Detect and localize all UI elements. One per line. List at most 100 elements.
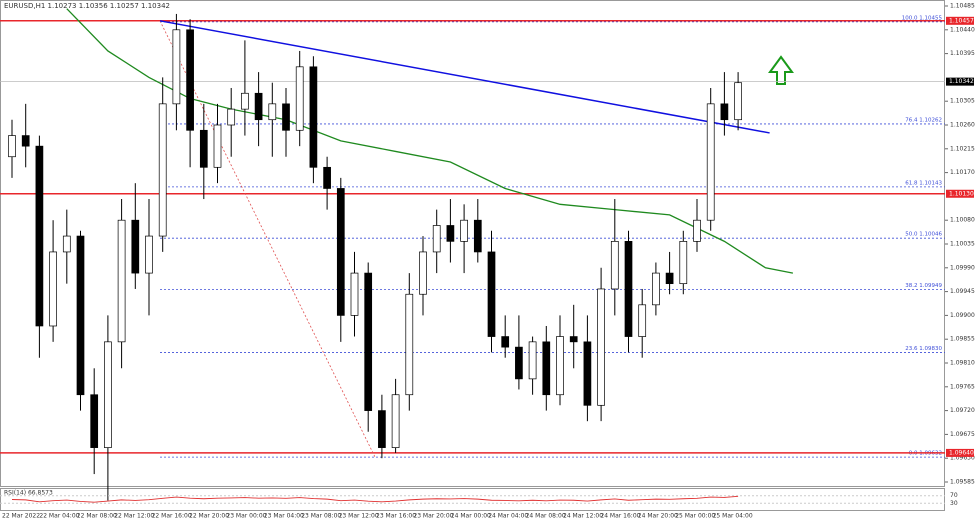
candle-body — [199, 129, 208, 168]
candle-body — [693, 219, 701, 242]
candle-body — [49, 251, 57, 327]
x-tick-label: 24 Mar 12:00 — [563, 513, 603, 520]
candle-body — [528, 341, 537, 380]
candle-body — [665, 272, 674, 285]
y-tick-label: 1.10260 — [950, 122, 975, 129]
candle-body — [282, 103, 290, 131]
candle-body — [706, 103, 715, 221]
fib-diagonal — [159, 20, 376, 458]
x-tick-label: 24 Mar 08:00 — [526, 513, 566, 520]
candle-body — [227, 108, 236, 126]
price-mark-label: 1.09640 — [949, 449, 974, 456]
y-tick-label: 1.10080 — [950, 217, 975, 224]
fib-label: 23.6 1.09830 — [905, 346, 942, 352]
candle-body — [487, 251, 496, 337]
candle-body — [350, 272, 359, 316]
candle-body — [104, 341, 112, 448]
candle-body — [638, 304, 647, 337]
y-tick-label: 1.10035 — [950, 241, 975, 248]
rsi-panel — [0, 488, 945, 511]
up-arrow — [768, 55, 794, 85]
candle-body — [268, 103, 277, 121]
y-tick-label: 1.10215 — [950, 145, 975, 152]
candle-body — [21, 135, 30, 147]
price-box — [946, 189, 974, 198]
y-tick-label: 1.09810 — [950, 360, 975, 367]
x-tick-label: 22 Mar 2022 — [2, 513, 40, 520]
price-mark-label: 1.10342 — [949, 78, 974, 85]
candle-body — [309, 66, 318, 168]
candle-body — [336, 188, 345, 316]
candle-body — [583, 341, 592, 406]
candle-body — [432, 225, 441, 253]
y-tick-label: 1.10485 — [950, 3, 975, 10]
candle-body — [473, 219, 482, 253]
x-tick-label: 23 Mar 16:00 — [376, 513, 416, 520]
price-box — [946, 448, 974, 457]
fib-label: 100.0 1.10455 — [902, 15, 943, 21]
price-mark-label: 1.10130 — [949, 190, 974, 197]
x-tick-label: 23 Mar 08:00 — [301, 513, 341, 520]
rsi-tick-label: 70 — [950, 492, 958, 499]
candle-body — [501, 336, 510, 348]
candle-body — [62, 235, 71, 253]
x-tick-label: 24 Mar 00:00 — [451, 513, 491, 520]
candle-body — [323, 166, 331, 189]
y-tick-label: 1.10440 — [950, 26, 975, 33]
candle-body — [172, 29, 181, 105]
x-tick-label: 22 Mar 20:00 — [189, 513, 229, 520]
y-tick-label: 1.09945 — [950, 288, 975, 295]
x-tick-label: 25 Mar 00:00 — [675, 513, 715, 520]
candle-body — [515, 346, 523, 380]
fib-label: 50.0 1.10046 — [905, 232, 942, 238]
candle-body — [734, 82, 742, 121]
candle-body — [652, 272, 660, 306]
candle-body — [117, 219, 126, 343]
candle-body — [419, 251, 427, 295]
rsi-line — [11, 495, 739, 503]
y-tick-label: 1.10170 — [950, 169, 975, 176]
candle-body — [624, 241, 633, 337]
y-tick-label: 1.09675 — [950, 431, 975, 438]
x-tick-label: 25 Mar 04:00 — [713, 513, 753, 520]
candle-body — [186, 29, 194, 131]
fib-label: 61.8 1.10143 — [905, 180, 942, 186]
candle-body — [90, 394, 99, 448]
y-tick-label: 1.09765 — [950, 383, 975, 390]
fib-label: 38.2 1.09949 — [905, 283, 942, 289]
candle-body — [391, 394, 400, 448]
rsi-tick-label: 30 — [950, 500, 958, 507]
y-tick-label: 1.10305 — [950, 98, 975, 105]
candle-body — [556, 336, 564, 396]
candle-body — [569, 336, 578, 343]
candle-body — [131, 219, 140, 274]
candle-body — [610, 241, 619, 290]
fib-label: 76.4 1.10262 — [905, 117, 942, 123]
candle-body — [241, 92, 249, 110]
candle-body — [597, 288, 605, 406]
candle-body — [254, 92, 263, 121]
candle-body — [446, 225, 455, 242]
candle-body — [405, 293, 414, 396]
x-tick-label: 22 Mar 12:00 — [114, 513, 154, 520]
y-tick-label: 1.09585 — [950, 479, 975, 486]
candle-body — [679, 241, 688, 285]
price-box — [946, 77, 974, 86]
candle-body — [76, 235, 85, 396]
candle-body — [145, 235, 153, 274]
candle-body — [35, 145, 44, 327]
x-tick-label: 23 Mar 00:00 — [226, 513, 266, 520]
candle-body — [542, 341, 551, 396]
price-box — [946, 16, 974, 25]
y-tick-label: 1.09855 — [950, 336, 975, 343]
candle-body — [378, 410, 386, 448]
x-tick-label: 23 Mar 04:00 — [264, 513, 304, 520]
y-tick-label: 1.10395 — [950, 50, 975, 57]
x-tick-label: 23 Mar 20:00 — [413, 513, 453, 520]
x-tick-label: 22 Mar 04:00 — [39, 513, 79, 520]
y-tick-label: 1.09720 — [950, 407, 975, 414]
chart-title: EURUSD,H1 1.10273 1.10356 1.10257 1.1034… — [4, 2, 170, 10]
y-tick-label: 1.09630 — [950, 455, 975, 462]
x-tick-label: 23 Mar 12:00 — [339, 513, 379, 520]
